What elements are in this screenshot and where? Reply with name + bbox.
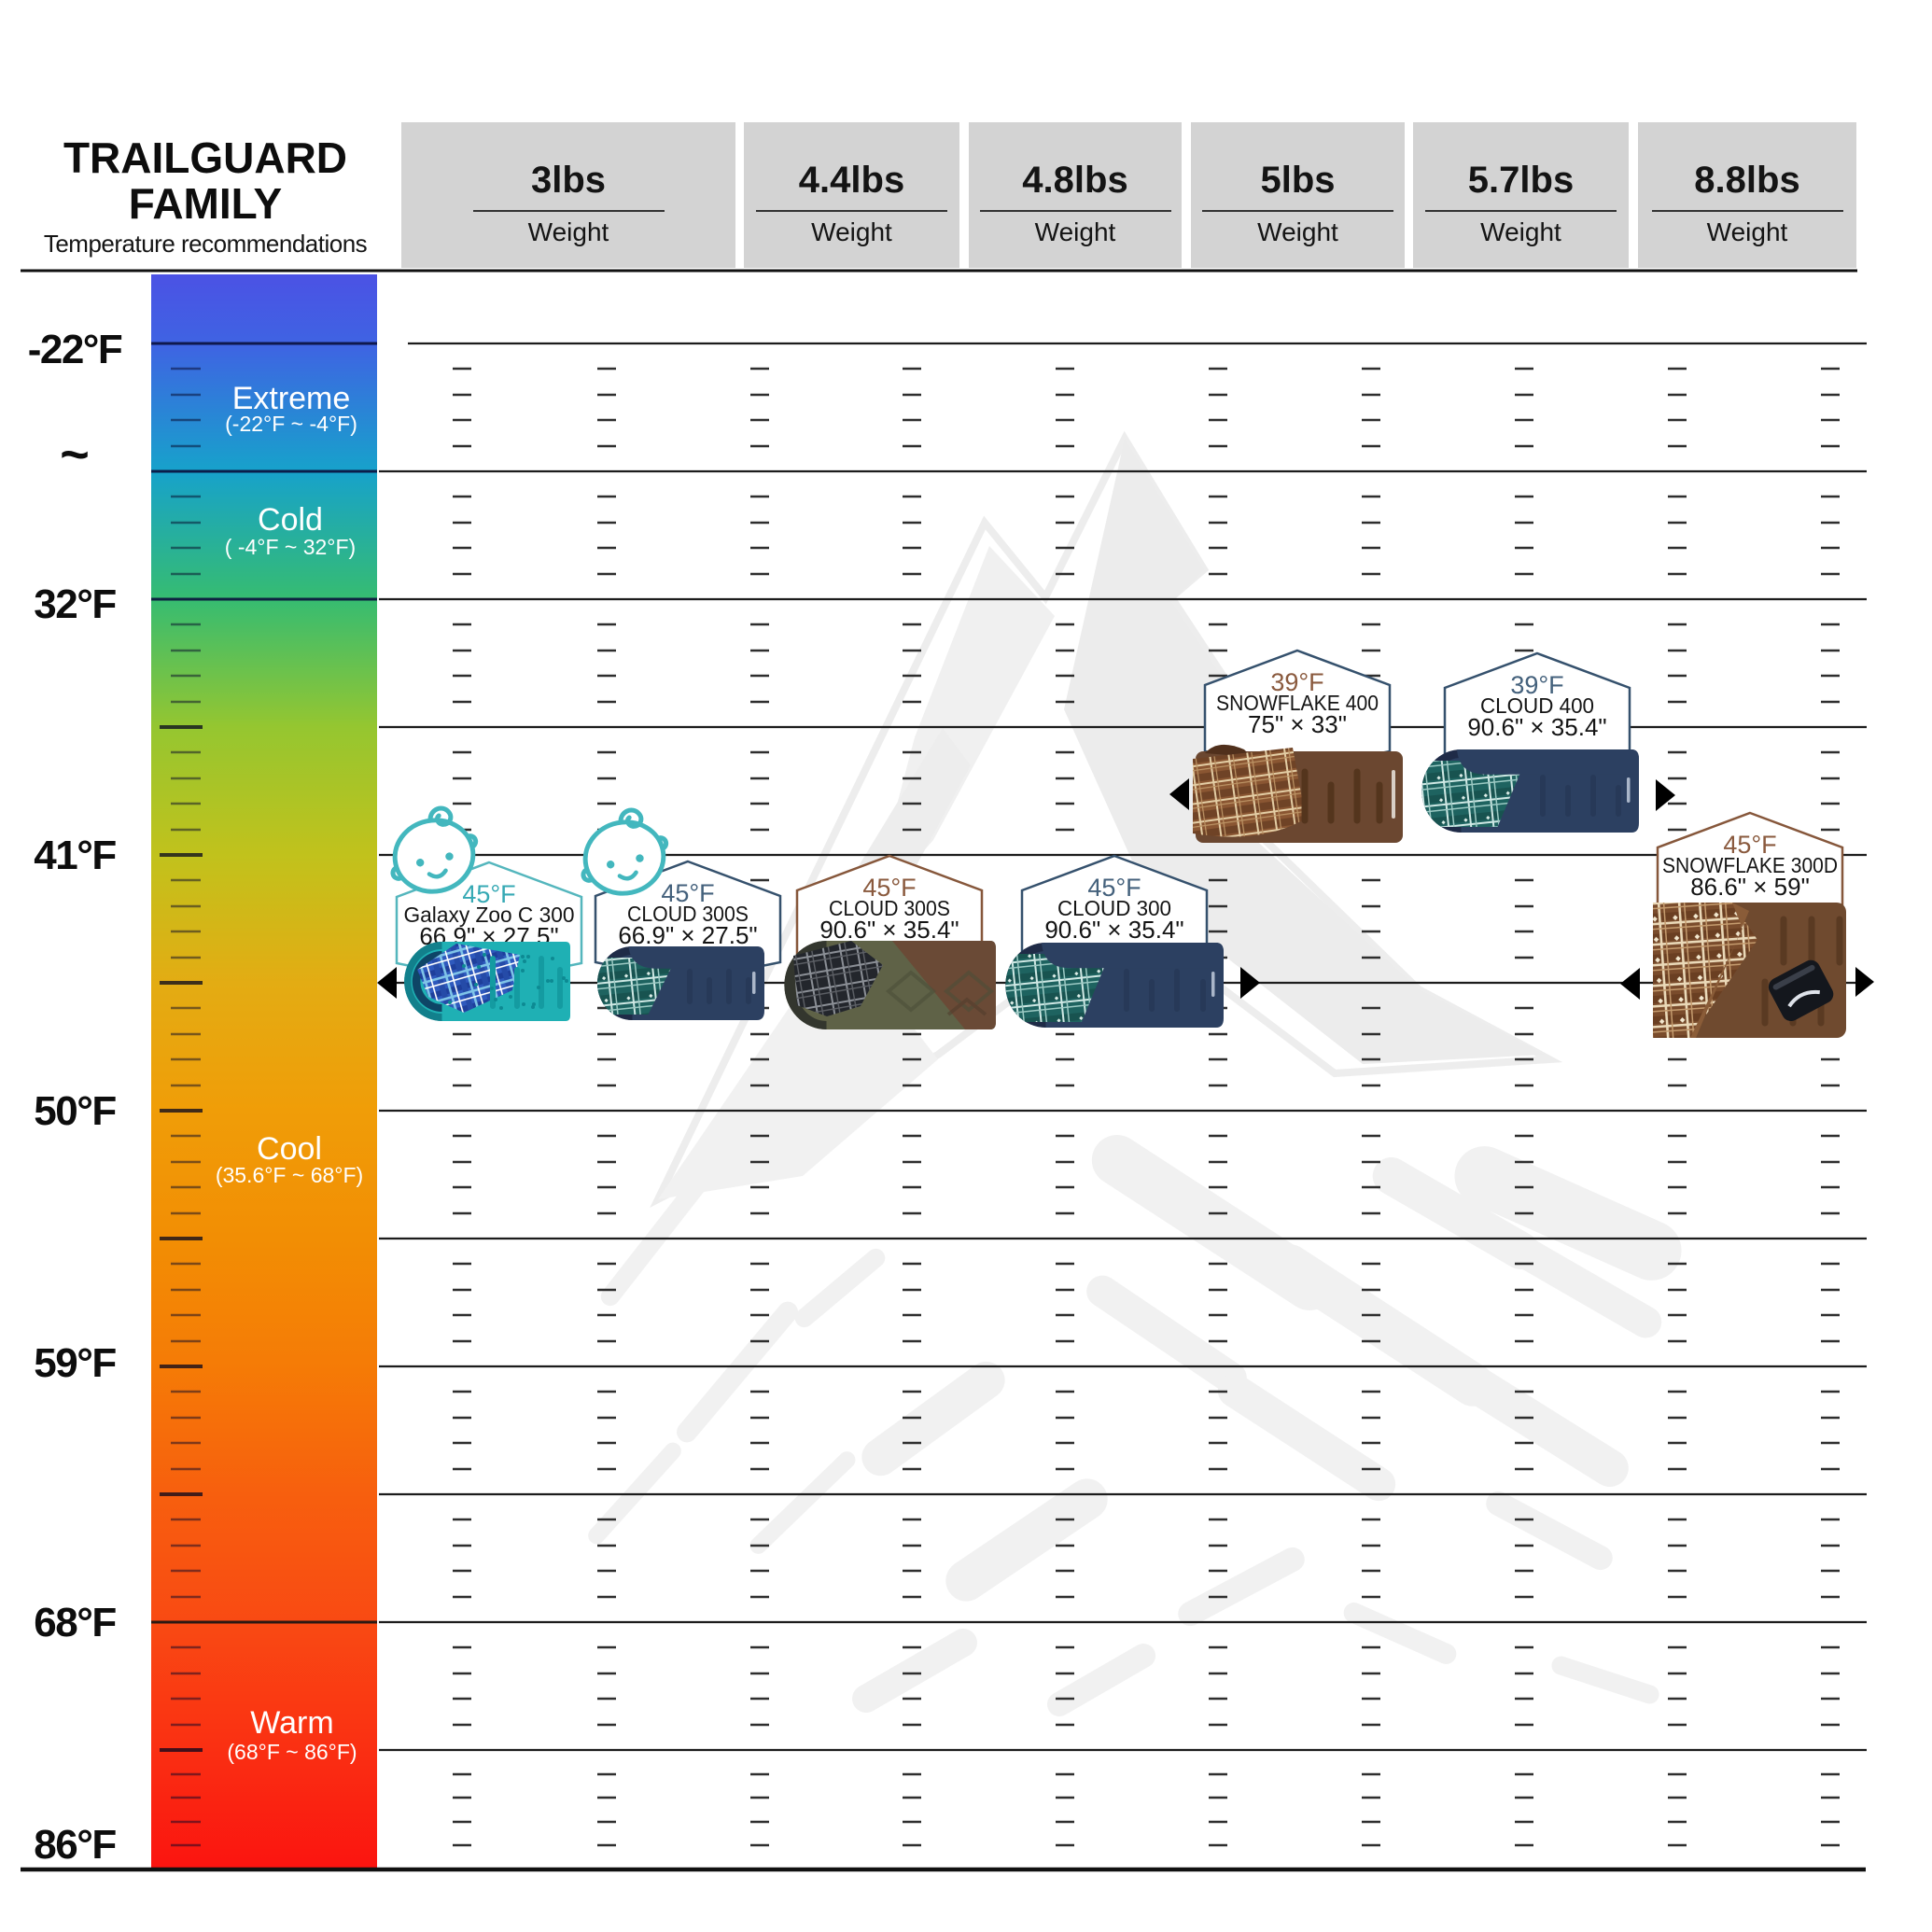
svg-text:86°F: 86°F	[34, 1822, 116, 1868]
svg-text:39°F: 39°F	[1510, 671, 1563, 699]
svg-text:45°F: 45°F	[1723, 831, 1776, 859]
svg-text:(68°F ~ 86°F): (68°F ~ 86°F)	[227, 1740, 357, 1764]
svg-text:45°F: 45°F	[1087, 874, 1141, 902]
svg-text:CLOUD 300: CLOUD 300	[1057, 896, 1171, 920]
svg-text:-22°F: -22°F	[28, 327, 122, 372]
svg-text:86.6" × 59": 86.6" × 59"	[1690, 873, 1810, 901]
svg-text:CLOUD 300S: CLOUD 300S	[627, 902, 749, 926]
svg-text:50°F: 50°F	[34, 1088, 116, 1134]
svg-text:Cool: Cool	[257, 1131, 322, 1167]
svg-text:90.6" × 35.4": 90.6" × 35.4"	[1467, 713, 1606, 741]
svg-text:Warm: Warm	[250, 1705, 333, 1741]
svg-text:SNOWFLAKE 400: SNOWFLAKE 400	[1216, 691, 1379, 715]
svg-text:Galaxy Zoo C 300: Galaxy Zoo C 300	[404, 903, 575, 927]
svg-text:45°F: 45°F	[661, 879, 714, 907]
svg-text:66.9" × 27.5": 66.9" × 27.5"	[618, 921, 757, 949]
svg-text:45°F: 45°F	[862, 874, 916, 902]
svg-text:~: ~	[60, 427, 90, 483]
svg-text:Cold: Cold	[258, 502, 323, 538]
svg-text:CLOUD 400: CLOUD 400	[1480, 693, 1594, 718]
svg-text:32°F: 32°F	[34, 581, 116, 627]
svg-text:68°F: 68°F	[34, 1600, 116, 1645]
svg-text:( -4°F ~ 32°F): ( -4°F ~ 32°F)	[225, 535, 356, 559]
svg-text:39°F: 39°F	[1270, 668, 1323, 696]
svg-text:SNOWFLAKE 300D: SNOWFLAKE 300D	[1662, 853, 1838, 877]
svg-text:CLOUD 300S: CLOUD 300S	[829, 896, 950, 920]
svg-text:75" × 33": 75" × 33"	[1248, 710, 1347, 738]
svg-text:45°F: 45°F	[462, 880, 515, 908]
svg-text:59°F: 59°F	[34, 1340, 116, 1386]
svg-text:Extreme: Extreme	[232, 381, 351, 416]
svg-text:90.6" × 35.4": 90.6" × 35.4"	[1044, 916, 1183, 944]
svg-text:(35.6°F ~ 68°F): (35.6°F ~ 68°F)	[216, 1163, 363, 1187]
svg-text:90.6" × 35.4": 90.6" × 35.4"	[819, 916, 959, 944]
svg-text:(-22°F ~ -4°F): (-22°F ~ -4°F)	[225, 412, 357, 436]
svg-text:41°F: 41°F	[34, 833, 116, 878]
